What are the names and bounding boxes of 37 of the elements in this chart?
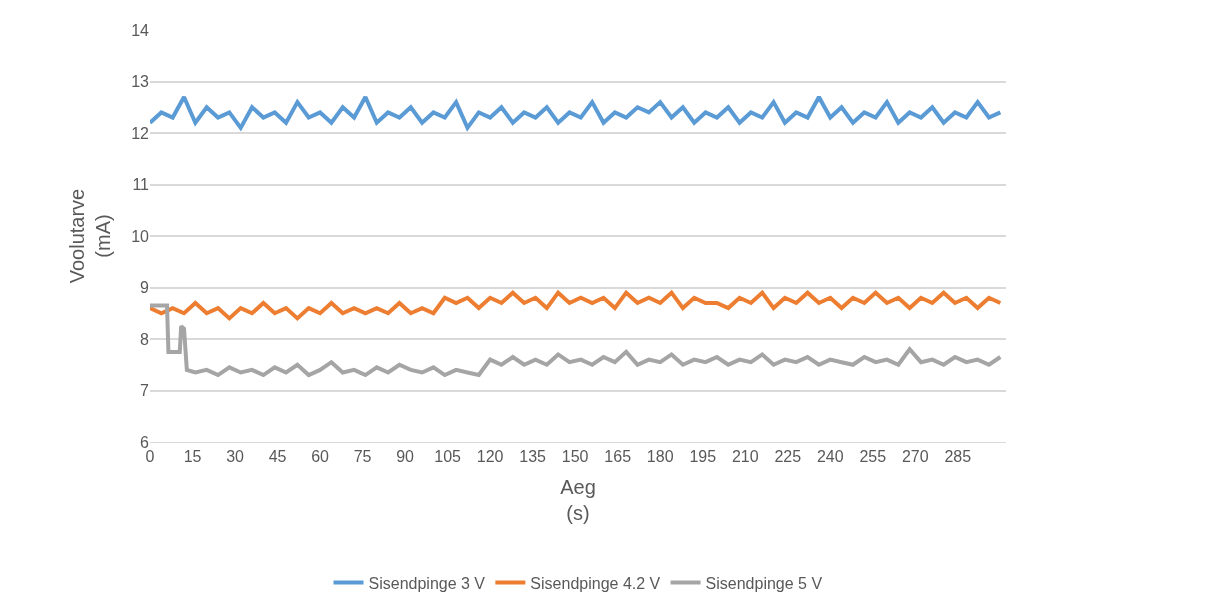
- x-tick-label: 210: [731, 448, 759, 466]
- x-tick-label: 180: [646, 448, 674, 466]
- x-tick-label: 225: [774, 448, 802, 466]
- line-series: [150, 290, 1003, 321]
- x-tick-label: 30: [226, 448, 245, 466]
- x-tick-label: 60: [311, 448, 330, 466]
- x-tick-label: 0: [145, 448, 155, 466]
- x-tick-label: 15: [183, 448, 202, 466]
- y-tick-label: 10: [131, 227, 150, 245]
- y-tick-label: 12: [131, 124, 150, 142]
- y-axis-title: Voolutarve (mA): [65, 188, 114, 284]
- legend-label: Sisendpinge 3 V: [368, 574, 486, 592]
- x-tick-label: 285: [944, 448, 972, 466]
- x-tick-label: 135: [519, 448, 547, 466]
- y-tick-label: 8: [140, 330, 150, 348]
- x-tick-label: 120: [476, 448, 504, 466]
- x-tick-label: 240: [816, 448, 844, 466]
- x-tick-label: 105: [434, 448, 462, 466]
- x-tick-label: 45: [268, 448, 287, 466]
- y-tick-label: 11: [132, 176, 150, 194]
- line-series: [150, 303, 1003, 378]
- y-tick-label: 9: [140, 279, 150, 297]
- line-series: [150, 94, 1003, 130]
- legend-label: Sisendpinge 5 V: [705, 574, 823, 592]
- x-tick-label: 150: [561, 448, 589, 466]
- x-axis-title: Aeg (s): [560, 475, 596, 524]
- y-tick-label: 6: [140, 433, 150, 451]
- y-tick-label: 7: [140, 382, 150, 400]
- y-tick-label: 13: [131, 73, 150, 91]
- x-tick-label: 195: [689, 448, 717, 466]
- x-tick-label: 75: [353, 448, 372, 466]
- legend-label: Sisendpinge 4.2 V: [530, 574, 661, 592]
- x-tick-label: 255: [859, 448, 887, 466]
- y-tick-label: 14: [131, 21, 150, 39]
- x-tick-label: 90: [396, 448, 415, 466]
- x-tick-label: 165: [604, 448, 632, 466]
- x-tick-label: 270: [901, 448, 929, 466]
